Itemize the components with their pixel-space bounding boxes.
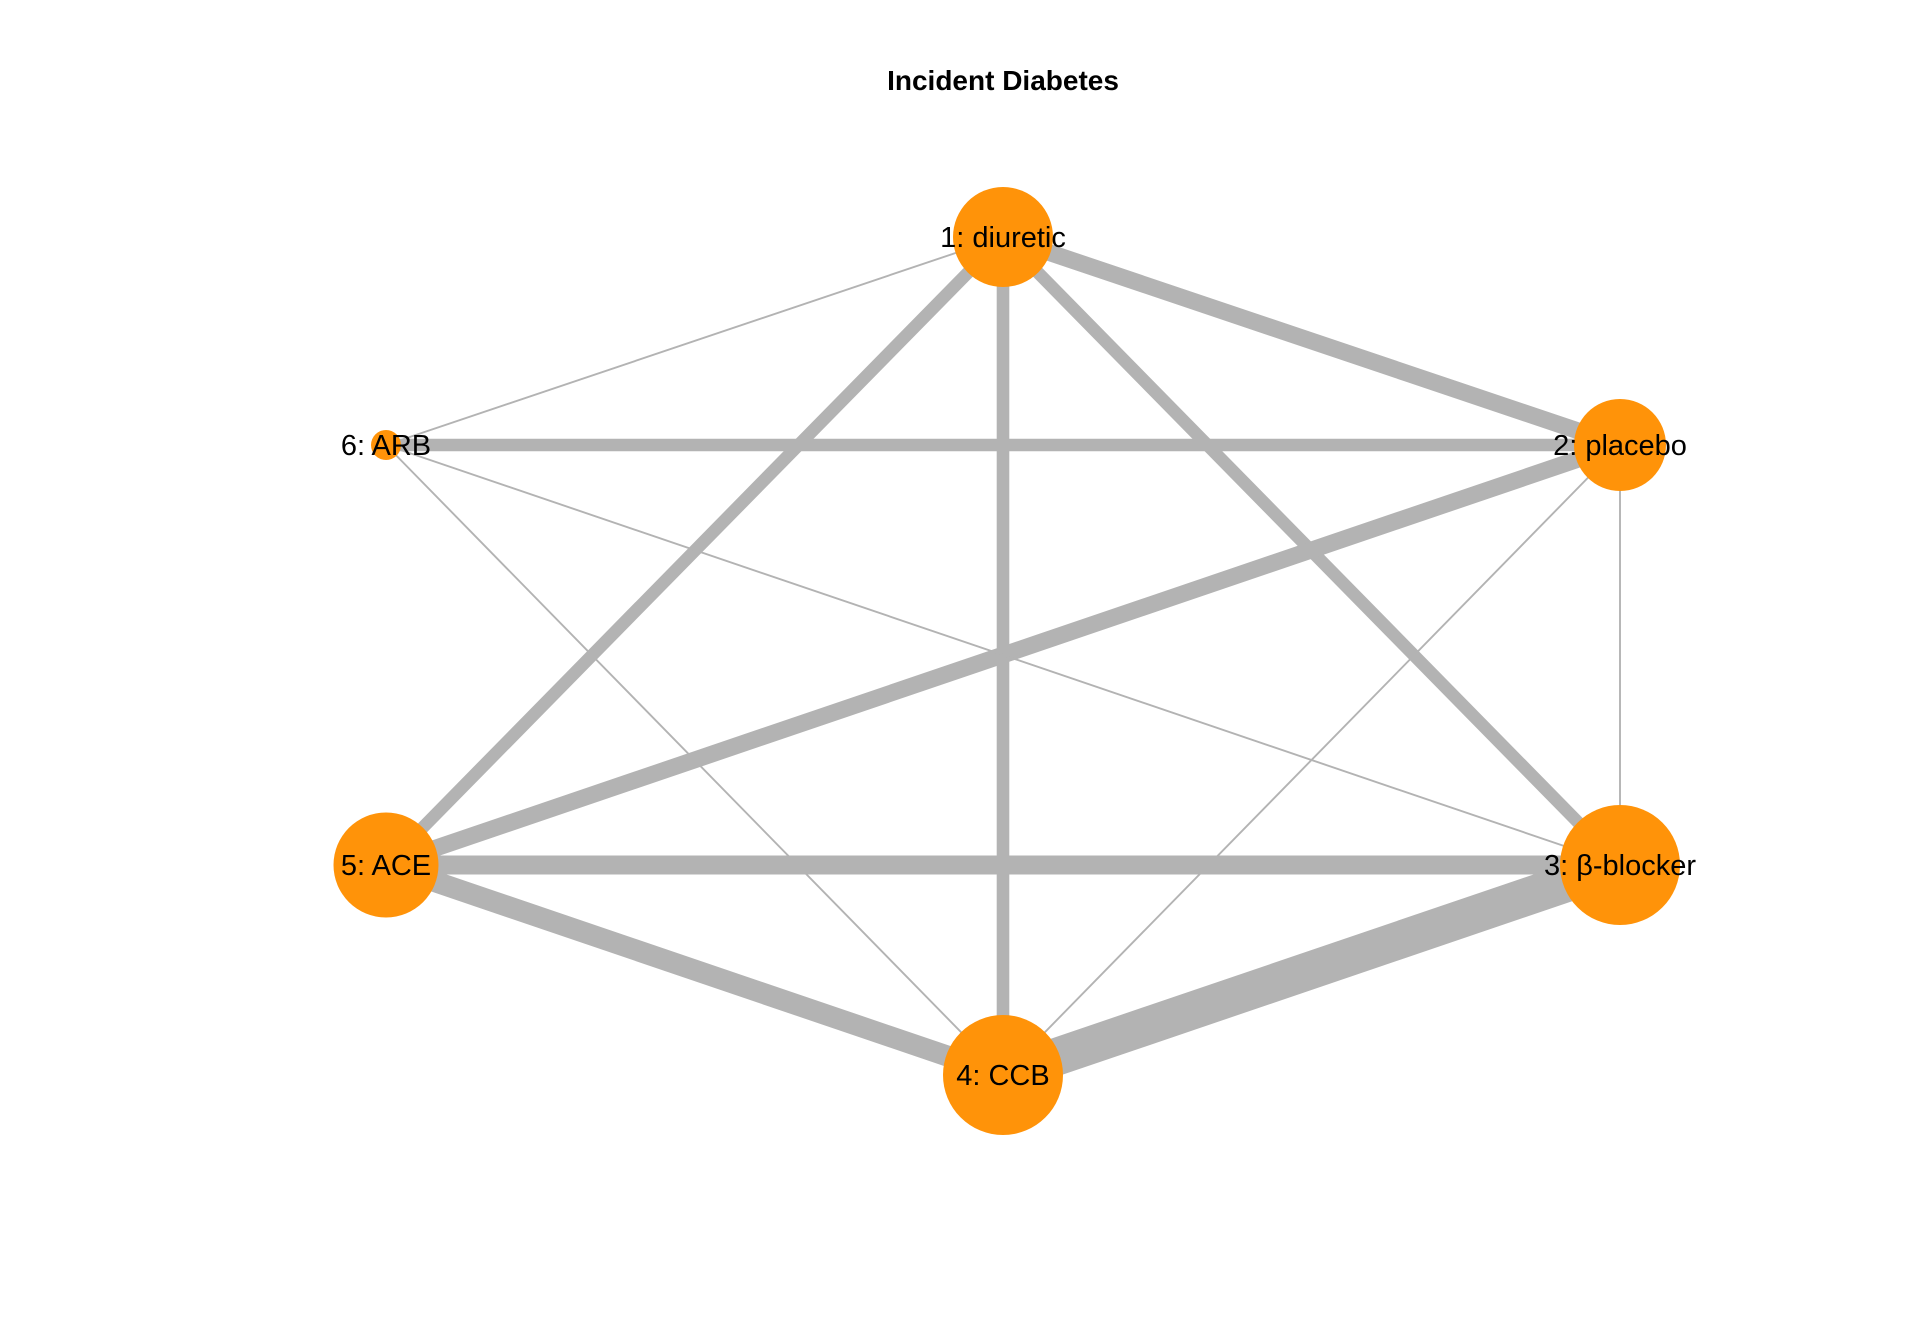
edge-1-5 <box>381 232 1008 870</box>
node-label-1: 1: diuretic <box>940 222 1066 254</box>
node-3 <box>1560 805 1680 925</box>
diagram-title: Incident Diabetes <box>887 65 1119 96</box>
edge-3-4 <box>996 847 1627 1093</box>
edge-1-6 <box>385 236 1004 446</box>
node-2 <box>1574 399 1666 491</box>
node-6 <box>371 430 401 460</box>
node-label-2: 2: placebo <box>1553 430 1687 462</box>
node-label-3: 3: β-blocker <box>1544 850 1696 882</box>
node-1 <box>953 187 1053 287</box>
edge-4-6 <box>385 444 1004 1076</box>
node-label-5: 5: ACE <box>341 850 431 882</box>
node-4 <box>943 1015 1063 1135</box>
edge-1-2 <box>1000 229 1623 453</box>
edges-layer <box>381 229 1627 1093</box>
edge-4-5 <box>382 855 1007 1085</box>
labels-layer: 1: diuretic 2: placebo 3: β-blocker 4: CCB 5… <box>341 222 1697 1092</box>
node-label-4: 4: CCB <box>956 1060 1049 1092</box>
nodes-layer <box>333 187 1680 1135</box>
node-5 <box>333 812 439 918</box>
edge-3-6 <box>385 444 1621 866</box>
node-label-6: 6: ARB <box>341 430 431 462</box>
